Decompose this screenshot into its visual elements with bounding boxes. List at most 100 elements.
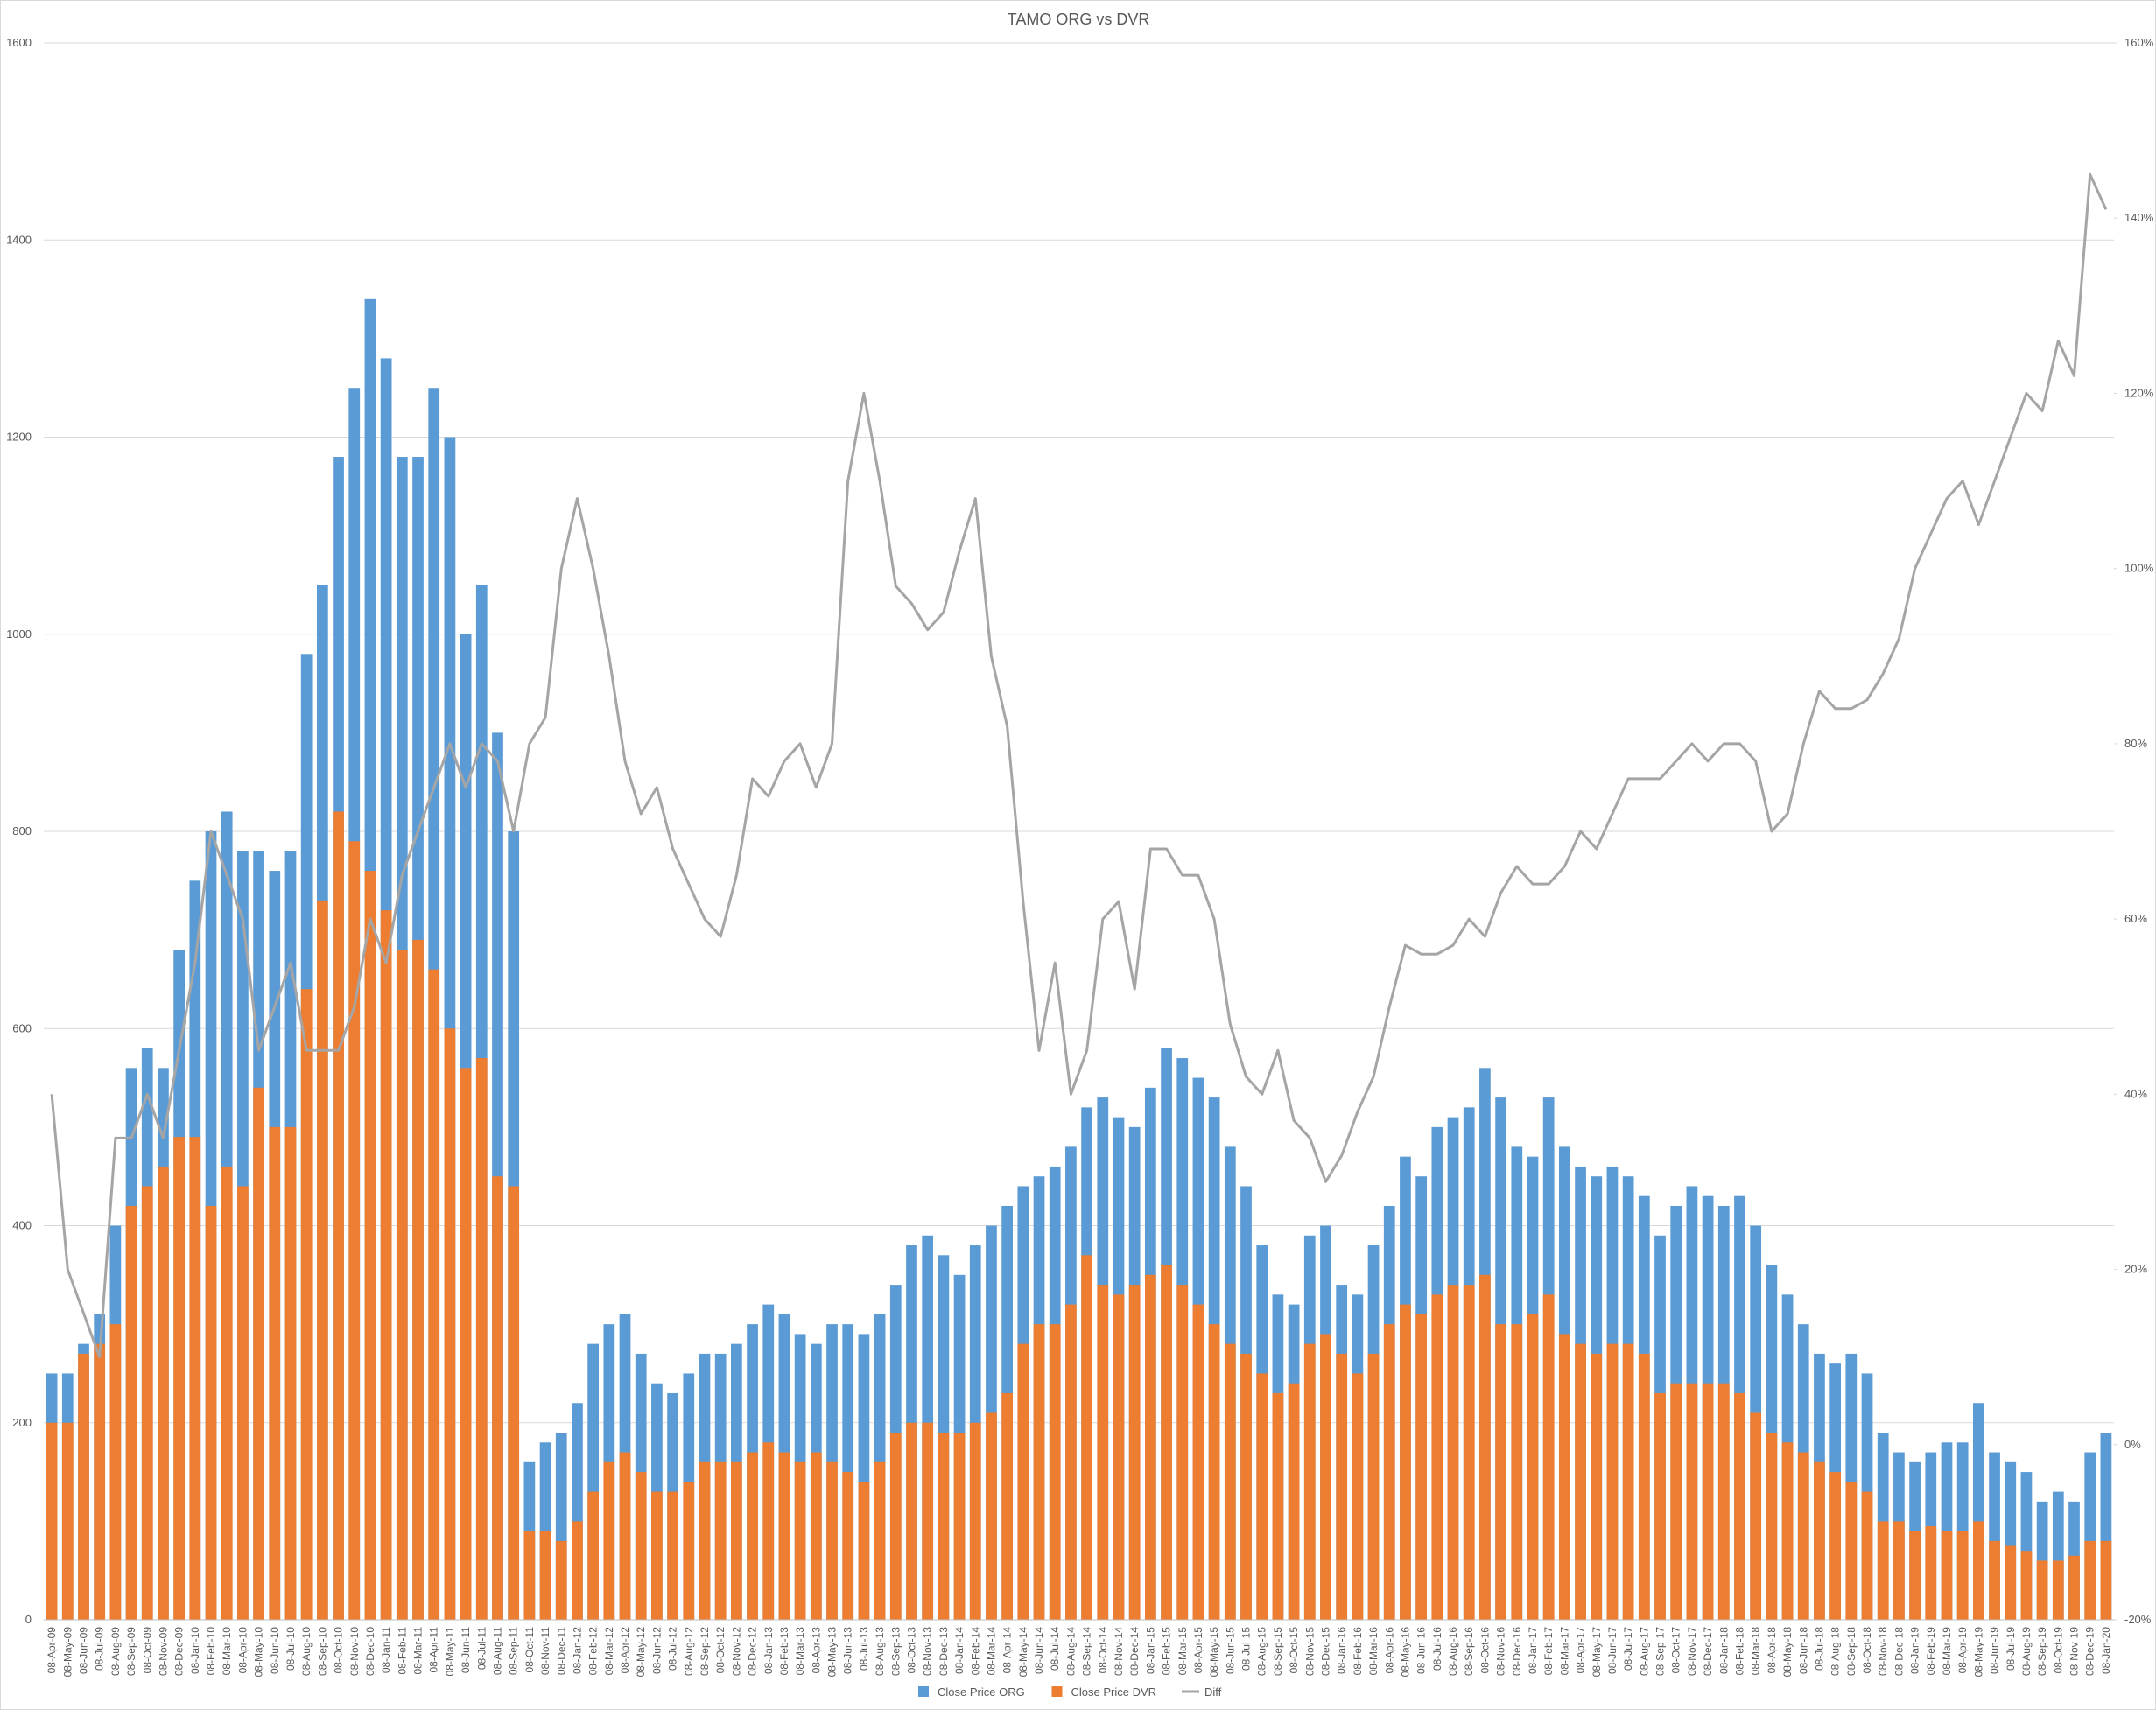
x-tick-label: 08-Nov-19 [2068,1627,2081,1676]
bar [428,969,440,1620]
bar [539,1531,551,1620]
x-tick-label: 08-May-16 [1399,1627,1411,1678]
bar [603,1461,615,1620]
bar [523,1531,536,1620]
bar [1224,1343,1236,1620]
x-tick-label: 08-Jan-15 [1144,1627,1156,1674]
bar [412,939,424,1620]
bar [1113,1294,1125,1620]
bar [889,1433,902,1620]
x-tick-label: 08-Feb-13 [778,1627,790,1676]
bar [2052,1560,2064,1620]
y2-tick-label: 140% [2124,211,2154,224]
x-tick-label: 08-Dec-13 [938,1627,950,1676]
bar [1065,1304,1077,1620]
bar [1638,1353,1650,1620]
x-tick-label: 08-Jan-12 [571,1627,583,1674]
legend-marker [1051,1686,1063,1697]
bar [173,1137,186,1620]
y2-tick-label: 20% [2124,1263,2147,1276]
bar [94,1343,106,1620]
x-tick-label: 08-Feb-12 [587,1627,600,1676]
bar [380,910,392,1620]
y2-tick-label: -20% [2124,1613,2152,1626]
x-tick-label: 08-Feb-11 [396,1627,408,1675]
bar [826,1461,838,1620]
bar [396,950,408,1620]
bar [475,1058,488,1620]
x-tick-label: 08-Aug-11 [491,1627,503,1675]
x-tick-label: 08-Jun-16 [1415,1627,1428,1674]
y-tick-label: 400 [12,1219,32,1232]
x-tick-label: 08-Nov-16 [1495,1627,1507,1676]
bar [1128,1285,1141,1620]
bar [1367,1353,1380,1620]
bar [444,1028,456,1620]
bar [1956,1531,1969,1620]
x-tick-label: 08-Apr-18 [1766,1627,1778,1674]
x-tick-label: 08-Sep-14 [1081,1627,1093,1676]
bar [125,1205,137,1620]
x-tick-label: 08-Oct-09 [141,1627,153,1674]
bar [572,1521,583,1620]
bar [906,1422,917,1620]
bar [1861,1491,1873,1620]
y2-tick-label: 60% [2124,912,2147,925]
bar [1750,1412,1762,1620]
bar [1527,1314,1539,1620]
x-tick-label: 08-Aug-15 [1256,1627,1268,1676]
bar [46,1422,58,1620]
legend-label: Close Price ORG [938,1685,1025,1699]
bar [2020,1551,2033,1620]
bar [953,1433,966,1620]
x-tick-label: 08-Mar-16 [1367,1627,1380,1676]
bar [1256,1373,1268,1620]
x-tick-label: 08-Nov-12 [730,1627,742,1676]
x-tick-label: 08-Jul-16 [1431,1627,1443,1671]
x-tick-label: 08-Jan-18 [1717,1627,1730,1674]
x-tick-label: 08-Jul-11 [475,1627,488,1670]
bar [492,1176,503,1620]
bar [1208,1324,1220,1620]
bar [1734,1392,1745,1620]
bar [1606,1343,1619,1620]
x-tick-label: 08-Feb-16 [1352,1627,1364,1676]
x-tick-label: 08-Mar-15 [1176,1627,1189,1676]
bar [2036,1560,2048,1620]
x-tick-label: 08-Aug-12 [683,1627,695,1676]
x-tick-label: 08-Mar-14 [985,1627,997,1676]
x-tick-label: 08-Mar-11 [412,1627,425,1675]
x-tick-label: 08-Mar-13 [794,1627,806,1676]
bar [1829,1472,1842,1620]
x-tick-label: 08-Mar-18 [1750,1627,1762,1676]
bar [699,1461,711,1620]
x-tick-label: 08-Jun-12 [650,1627,663,1674]
bar [316,900,328,1620]
bar [1575,1343,1586,1620]
bar [2100,1540,2112,1620]
x-tick-label: 08-Aug-13 [874,1627,886,1676]
x-tick-label: 08-Apr-10 [236,1627,249,1674]
bar [1702,1383,1714,1620]
x-tick-label: 08-Oct-16 [1478,1627,1491,1674]
bar [1717,1383,1730,1620]
line-series [50,172,2108,1359]
legend-marker [918,1686,929,1697]
y2-tick-label: 40% [2124,1087,2147,1100]
bar [794,1461,806,1620]
x-tick-label: 08-Sep-16 [1463,1627,1475,1676]
bar [1941,1531,1953,1620]
x-tick-label: 08-Apr-15 [1192,1627,1204,1674]
x-tick-label: 08-Aug-14 [1064,1627,1077,1676]
x-tick-label: 08-Jun-10 [269,1627,281,1674]
x-tick-label: 08-Mar-17 [1558,1627,1570,1676]
bar [237,1186,249,1620]
bar [1192,1304,1204,1620]
bar [1814,1461,1825,1620]
bar [1972,1521,1984,1620]
bar [2084,1540,2096,1620]
x-tick-label: 08-Jun-15 [1224,1627,1236,1674]
x-tick-label: 08-Jan-17 [1527,1627,1539,1674]
x-tick-label: 08-Sep-13 [889,1627,902,1676]
